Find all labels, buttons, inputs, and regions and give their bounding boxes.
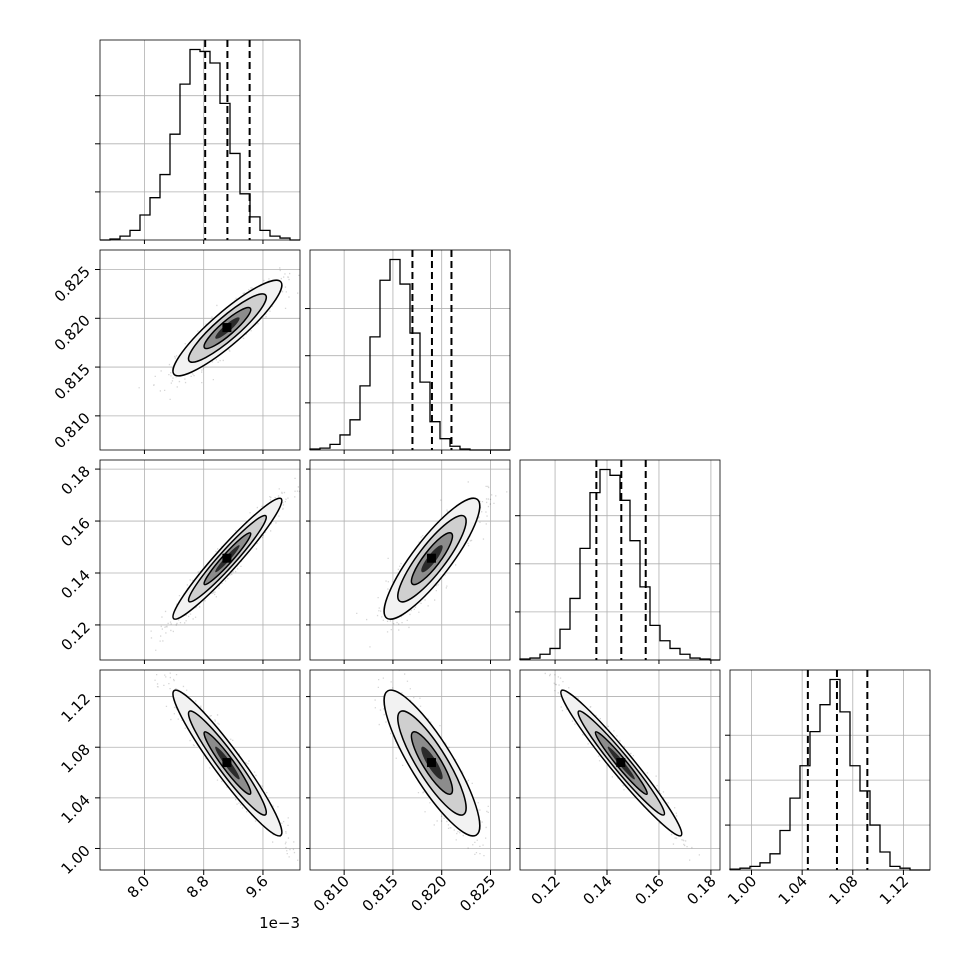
histogram-panel-3 xyxy=(725,669,931,871)
y-tick-label-3-1: 1.04 xyxy=(57,791,93,827)
histogram-panel-0 xyxy=(95,39,301,241)
panel-frame xyxy=(99,459,301,661)
x-tick-label-0-0: 8.0 xyxy=(124,872,154,902)
panel-frame xyxy=(309,249,511,451)
y-tick-label-1-2: 0.820 xyxy=(51,311,94,354)
x-tick-label-1-3: 0.825 xyxy=(456,872,499,915)
x-tick-label-2-2: 0.16 xyxy=(631,872,667,908)
x-tick-label-1-1: 0.815 xyxy=(359,872,402,915)
x-tick-label-2-1: 0.14 xyxy=(579,872,615,908)
x-tick-label-3-3: 1.12 xyxy=(876,872,912,908)
y-tick-label-3-2: 1.08 xyxy=(57,740,93,776)
density-peak-cell xyxy=(426,758,436,768)
density-peak-cell xyxy=(222,323,232,333)
panel-content xyxy=(138,267,300,400)
x-tick-label-2-0: 0.12 xyxy=(528,872,564,908)
density-peak-cell xyxy=(222,553,232,563)
scatter-panel-0-1 xyxy=(99,249,301,451)
y-tick-label-2-2: 0.16 xyxy=(57,514,93,550)
panel-background xyxy=(100,40,300,240)
histogram-step xyxy=(519,468,720,661)
histogram-panel-1 xyxy=(305,249,511,451)
scatter-panel-0-2 xyxy=(99,459,301,661)
y-tick-label-2-1: 0.14 xyxy=(57,566,93,602)
y-tick-label-1-0: 0.810 xyxy=(51,409,94,452)
panel-frame xyxy=(309,459,511,661)
y-tick-label-3-0: 1.00 xyxy=(57,842,93,878)
histogram-step xyxy=(309,258,510,451)
panel-frame xyxy=(309,669,511,871)
histogram-panel-2 xyxy=(515,459,721,661)
scatter-panel-0-3 xyxy=(99,669,301,871)
panel-background xyxy=(100,670,300,870)
y-tick-label-1-3: 0.825 xyxy=(51,263,94,306)
panel-frame xyxy=(519,669,721,871)
panel-frame xyxy=(519,459,721,661)
scatter-panel-1-3 xyxy=(309,669,511,871)
panel-background xyxy=(310,250,510,450)
histogram-step xyxy=(729,678,930,871)
panel-content xyxy=(131,477,300,660)
x-tick-label-1-2: 0.820 xyxy=(407,872,450,915)
scatter-panel-1-2 xyxy=(309,459,511,661)
panel-content xyxy=(356,481,508,648)
x-offset-label: 1e−3 xyxy=(259,914,300,932)
x-tick-label-2-3: 0.18 xyxy=(683,872,719,908)
histogram-step xyxy=(100,48,300,241)
x-tick-label-3-0: 1.00 xyxy=(724,872,760,908)
panel-background xyxy=(100,460,300,660)
x-tick-label-1-0: 0.810 xyxy=(310,872,353,915)
y-tick-label-1-1: 0.815 xyxy=(51,360,94,403)
density-peak-cell xyxy=(426,553,436,563)
panel-content xyxy=(154,672,299,861)
x-tick-label-3-1: 1.04 xyxy=(775,872,811,908)
x-tick-label-0-1: 8.8 xyxy=(183,872,213,902)
y-tick-label-2-3: 0.18 xyxy=(57,462,93,498)
panel-frame xyxy=(99,249,301,451)
panel-frame xyxy=(729,669,931,871)
scatter-panel-2-3 xyxy=(519,669,721,871)
panel-content xyxy=(544,672,700,861)
y-tick-label-3-3: 1.12 xyxy=(57,690,93,726)
panel-frame xyxy=(99,39,301,241)
x-tick-label-0-2: 9.6 xyxy=(242,872,272,902)
density-peak-cell xyxy=(616,758,626,768)
x-tick-label-3-2: 1.08 xyxy=(825,872,861,908)
panel-frame xyxy=(99,669,301,871)
y-tick-label-2-0: 0.12 xyxy=(57,618,93,654)
density-peak-cell xyxy=(222,758,232,768)
panel-content xyxy=(374,670,489,857)
